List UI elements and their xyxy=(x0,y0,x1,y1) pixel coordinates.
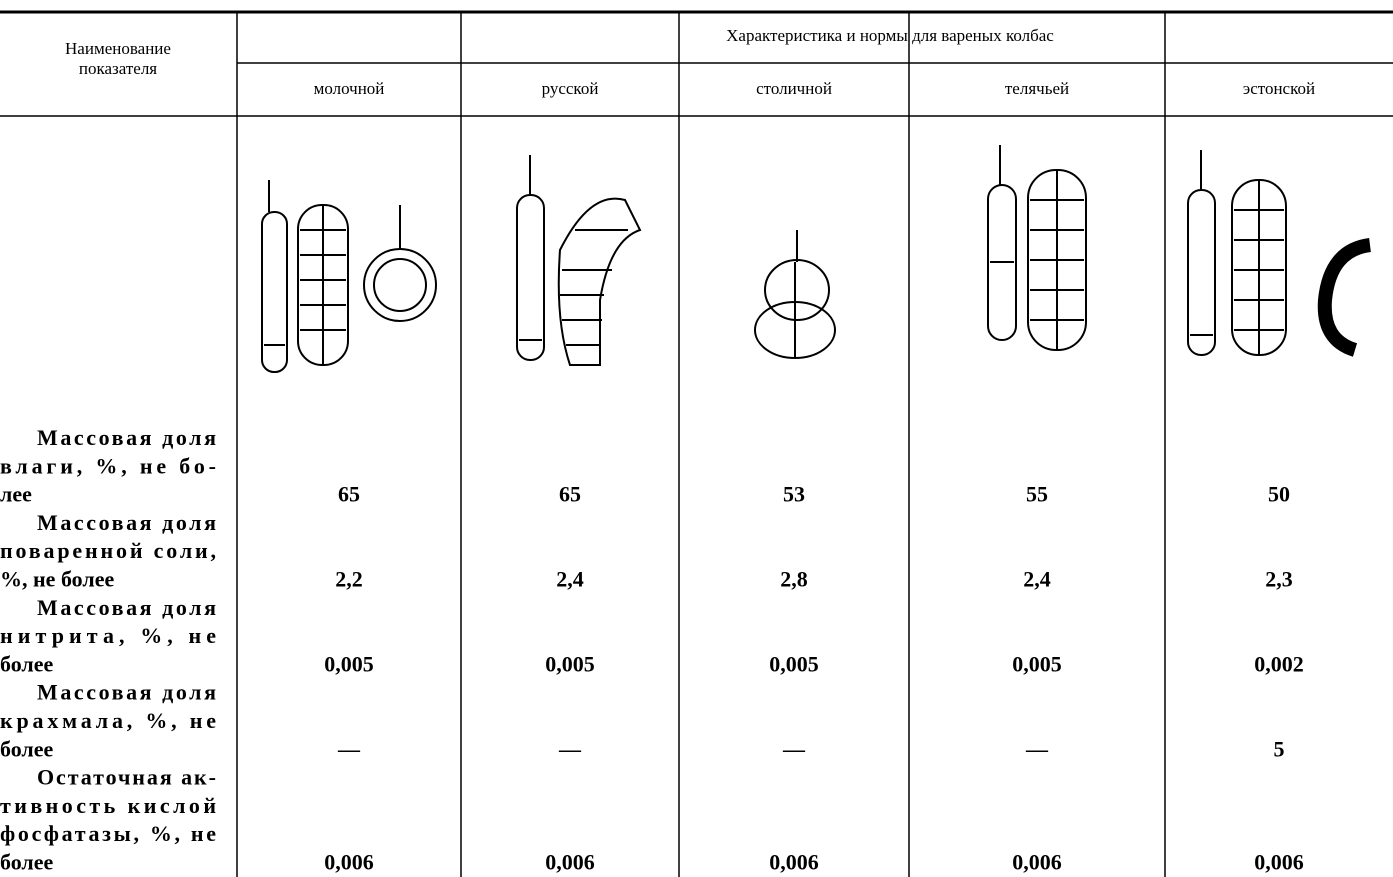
row-label: поваренной соли, xyxy=(0,538,216,563)
row-label: Массовая доля xyxy=(37,510,216,535)
row-label: более xyxy=(0,850,54,875)
cell-value: — xyxy=(558,736,582,761)
sausage xyxy=(1188,190,1215,355)
sausage xyxy=(517,195,544,360)
cell-value: 5 xyxy=(1274,736,1285,761)
cell-value: 55 xyxy=(1026,482,1048,507)
sausage xyxy=(262,212,287,372)
cell-value: 2,8 xyxy=(780,567,808,592)
sausage-drawings xyxy=(262,145,1370,372)
cell-value: 2,4 xyxy=(556,567,584,592)
cell-value: 0,006 xyxy=(769,850,819,875)
row-label: Массовая доля xyxy=(37,595,216,620)
cell-value: 0,005 xyxy=(545,651,595,676)
cell-value: 0,006 xyxy=(545,850,595,875)
left-header: показателя xyxy=(79,59,157,78)
row-label: крахмала, %, не xyxy=(0,708,216,733)
row-label: нитрита, %, не xyxy=(0,623,216,648)
table: Наименованиепоказателя Характеристика и н… xyxy=(0,0,1393,877)
column-header: эстонской xyxy=(1243,79,1315,98)
row-label: лее xyxy=(0,482,32,507)
row-label: влаги, %, не бо- xyxy=(0,453,216,478)
cell-value: 0,006 xyxy=(1012,850,1062,875)
cell-value: 0,006 xyxy=(1254,850,1304,875)
sausage xyxy=(1325,245,1370,350)
cell-value: 0,005 xyxy=(769,651,819,676)
row-label: %, не более xyxy=(0,567,114,592)
sausage xyxy=(559,199,640,365)
group-header: Характеристика и нормы для вареных колба… xyxy=(726,26,1054,45)
cell-value: 2,3 xyxy=(1265,567,1293,592)
row-label: более xyxy=(0,651,54,676)
cell-value: 53 xyxy=(783,482,805,507)
row-label: более xyxy=(0,736,54,761)
cell-value: — xyxy=(782,736,806,761)
cell-value: — xyxy=(1025,736,1049,761)
left-header: Наименование xyxy=(65,39,171,58)
sausage xyxy=(765,260,829,320)
cell-value: 2,4 xyxy=(1023,567,1051,592)
cell-value: 0,006 xyxy=(324,850,374,875)
cell-value: 0,005 xyxy=(1012,651,1062,676)
column-header: телячьей xyxy=(1005,79,1069,98)
column-header: русской xyxy=(542,79,599,98)
row-label: Остаточная ак- xyxy=(37,765,216,790)
row-label: тивность кислой xyxy=(0,793,216,818)
cell-value: 65 xyxy=(338,482,360,507)
cell-value: — xyxy=(337,736,361,761)
cell-value: 0,005 xyxy=(324,651,374,676)
column-header: молочной xyxy=(314,79,385,98)
cell-value: 0,002 xyxy=(1254,651,1304,676)
cell-value: 50 xyxy=(1268,482,1290,507)
row-label: Массовая доля xyxy=(37,680,216,705)
row-label: Массовая доля xyxy=(37,425,216,450)
cell-value: 65 xyxy=(559,482,581,507)
row-label: фосфатазы, %, не xyxy=(0,821,216,846)
column-header: столичной xyxy=(756,79,832,98)
cell-value: 2,2 xyxy=(335,567,363,592)
